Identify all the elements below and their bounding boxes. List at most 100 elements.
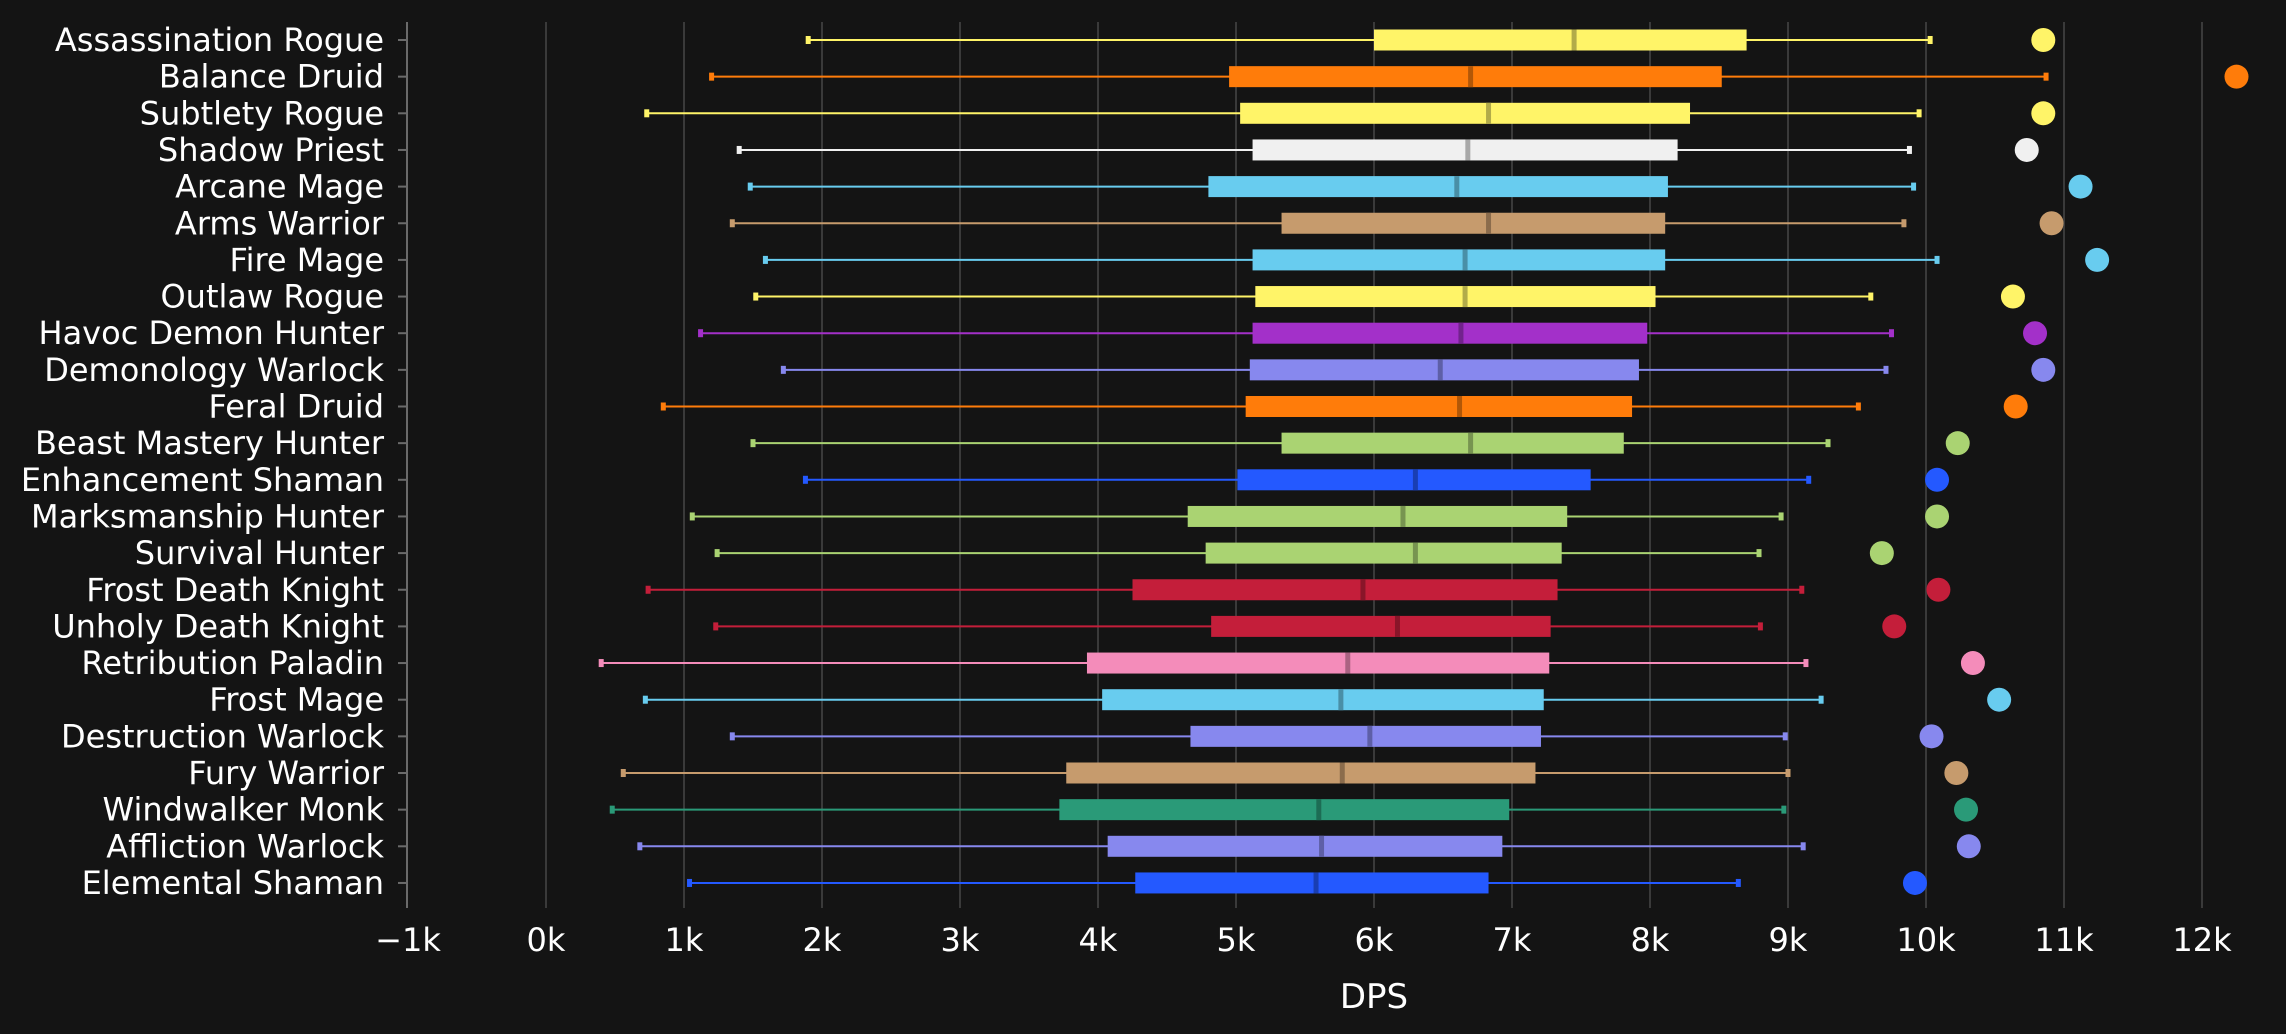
whisker-cap-max	[1818, 695, 1824, 704]
top-value-dot	[2224, 64, 2249, 89]
whisker-cap-min	[637, 842, 643, 851]
whisker-cap-min	[713, 622, 719, 631]
series-row	[805, 28, 2056, 52]
series-row	[709, 64, 2249, 89]
whisker-cap-min	[598, 659, 604, 668]
median-marker	[1457, 396, 1463, 417]
top-value-dot	[2085, 247, 2110, 272]
median-marker	[1571, 29, 1577, 51]
category-label: Balance Druid	[159, 58, 384, 96]
whisker-cap-max	[1785, 769, 1791, 777]
whisker-cap-max	[1934, 255, 1940, 264]
iqr-box	[1374, 29, 1747, 51]
category-label: Demonology Warlock	[44, 351, 384, 389]
series-row	[729, 724, 1944, 749]
median-marker	[1339, 762, 1345, 784]
whisker-cap-min	[660, 402, 666, 411]
iqr-box	[1107, 835, 1503, 857]
median-marker	[1465, 139, 1471, 161]
category-label: Havoc Demon Hunter	[39, 314, 385, 352]
median-marker	[1458, 322, 1464, 344]
whisker-cap-max	[2043, 72, 2049, 81]
top-value-dot	[1956, 834, 1981, 859]
whisker-cap-max	[1803, 659, 1809, 668]
category-label: Fury Warrior	[188, 754, 385, 792]
iqr-box	[1229, 66, 1722, 88]
series-row	[750, 431, 1970, 456]
whisker-cap-min	[750, 439, 756, 448]
y-axis	[398, 22, 408, 908]
iqr-box	[1190, 725, 1541, 747]
x-tick-label: 11k	[2034, 921, 2094, 959]
top-value-dot	[1954, 797, 1979, 822]
x-axis-title: DPS	[1340, 977, 1408, 1017]
iqr-box	[1245, 396, 1633, 417]
category-label: Shadow Priest	[158, 131, 384, 169]
iqr-box	[1208, 176, 1668, 198]
iqr-box	[1281, 432, 1624, 454]
series-row	[620, 761, 1969, 785]
whisker-cap-max	[1906, 145, 1912, 154]
median-marker	[1462, 286, 1468, 308]
whisker-cap-min	[747, 182, 753, 191]
median-marker	[1468, 432, 1474, 454]
median-marker	[1437, 359, 1443, 381]
x-tick-label: −1k	[375, 921, 441, 959]
whisker-cap-max	[1800, 842, 1806, 851]
whisker-cap-min	[644, 109, 650, 118]
category-label: Survival Hunter	[135, 534, 385, 572]
series-row	[637, 834, 1981, 859]
x-tick-label: 3k	[941, 921, 980, 959]
iqr-box	[1252, 322, 1648, 344]
iqr-box	[1102, 689, 1544, 711]
whisker-cap-min	[687, 878, 693, 887]
category-label: Arms Warrior	[175, 204, 385, 242]
top-value-dot	[1919, 724, 1944, 749]
whisker-cap-min	[780, 365, 786, 374]
series-row	[762, 247, 2110, 272]
whisker-cap-max	[1778, 512, 1784, 521]
series-row	[598, 651, 1985, 676]
iqr-box	[1252, 249, 1666, 271]
iqr-box	[1086, 652, 1550, 674]
median-marker	[1313, 872, 1319, 894]
category-label: Fire Mage	[230, 241, 385, 279]
x-tick-label: 12k	[2172, 921, 2232, 959]
top-value-dot	[2031, 101, 2056, 126]
x-tick-label: 2k	[803, 921, 842, 959]
whisker-cap-min	[609, 805, 615, 814]
median-marker	[1468, 66, 1474, 88]
top-value-dot	[1882, 614, 1907, 639]
median-marker	[1367, 725, 1373, 747]
x-tick-label: 4k	[1079, 921, 1118, 959]
median-marker	[1412, 469, 1418, 491]
category-label: Outlaw Rogue	[160, 278, 384, 316]
median-marker	[1316, 799, 1322, 821]
whisker-cap-min	[620, 769, 626, 777]
top-value-dot	[2068, 174, 2093, 199]
median-marker	[1412, 542, 1418, 564]
whisker-cap-min	[729, 219, 735, 228]
top-value-dot	[2023, 321, 2048, 346]
median-marker	[1394, 615, 1400, 637]
category-label: Marksmanship Hunter	[31, 497, 385, 535]
whisker-cap-min	[762, 255, 768, 264]
whisker-cap-max	[1782, 732, 1788, 741]
median-marker	[1400, 505, 1406, 527]
category-label: Frost Mage	[209, 681, 384, 719]
top-value-dot	[1987, 687, 2012, 712]
top-value-dot	[2014, 137, 2039, 162]
category-label: Destruction Warlock	[61, 717, 384, 755]
top-value-dot	[2003, 394, 2028, 419]
series-row	[714, 541, 1894, 566]
whisker-cap-min	[714, 549, 720, 558]
whisker-cap-min	[689, 512, 695, 521]
median-marker	[1486, 212, 1492, 234]
median-marker	[1345, 652, 1351, 674]
x-tick-label: 0k	[527, 921, 566, 959]
iqr-box	[1281, 212, 1666, 234]
median-marker	[1462, 249, 1468, 271]
top-value-dot	[1926, 577, 1951, 602]
